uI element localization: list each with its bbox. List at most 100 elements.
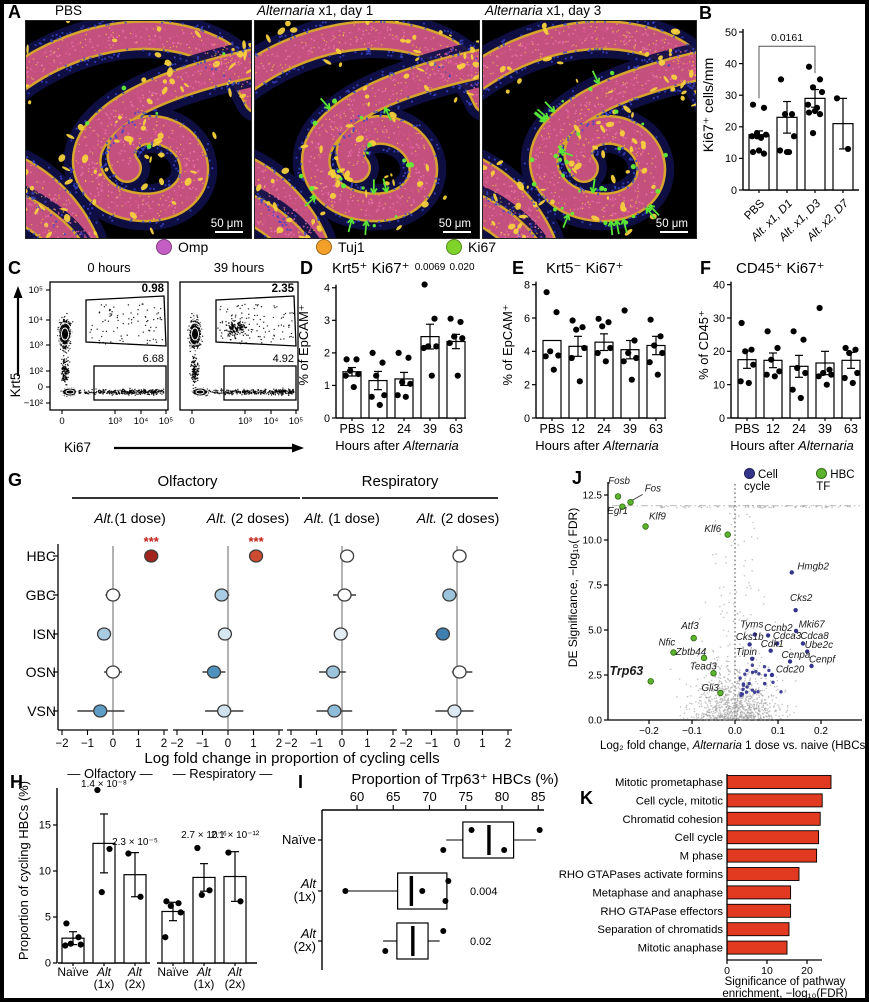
h-header-respiratory: Respiratory [160, 766, 285, 781]
panel-e-xlabel-italic: Alternaria [603, 438, 659, 453]
panel-d-label: D [300, 258, 313, 278]
subtitle-olf-1dose-italic: Alt. [94, 510, 115, 526]
tuj1-label: Tuj1 [338, 239, 365, 255]
micrograph-title-pbs: PBS [55, 3, 82, 18]
row-label-isn: ISN [32, 626, 56, 642]
cell-cycle-label: Cell cycle [744, 469, 778, 493]
panel-i-label: I [298, 772, 304, 792]
subtitle-resp-1dose-italic: Alt. [304, 510, 325, 526]
omp-label: Omp [178, 239, 209, 255]
scale-bar-day1-line [443, 231, 471, 233]
panel-d-xlabel-italic: Alternaria [403, 438, 459, 453]
panel-d-pvalue-63h: 0.020 [449, 262, 475, 273]
scale-bar-day3-line [660, 231, 688, 233]
panel-i-title: Proportion of Trp63⁺ HBCs (%) [351, 771, 559, 788]
i-row-label-naive: Naïve [282, 832, 316, 847]
cell-cycle-dot [744, 468, 755, 479]
micrograph-title-day1-text: x1, day 1 [314, 3, 374, 18]
omp-color-dot [156, 239, 172, 255]
panel-c-ylabel: Krt5 [8, 372, 23, 398]
svg-text:10³: 10³ [29, 340, 43, 351]
subtitle-resp-1dose: Alt. (1 dose) [282, 510, 402, 526]
ki67-label: Ki67 [468, 239, 497, 255]
micrograph-title-day3: Alternaria x1, day 3 [485, 3, 601, 18]
hbc-tf-label: HBC TF [816, 469, 855, 493]
panel-b-ylabel: Ki67⁺ cells/mm [700, 57, 716, 153]
subtitle-olf-2dose-italic: Alt. [206, 510, 227, 526]
svg-text:PBS: PBS [742, 197, 767, 222]
panel-c-label: C [8, 258, 21, 278]
hbc-tf-dot [816, 468, 828, 479]
panel-f-label: F [700, 258, 711, 278]
panel-j-ylabel: DE Significance, −log₁₀( FDR) [566, 507, 580, 668]
panel-d-xlabel: Hours after Alternaria [322, 438, 472, 453]
subtitle-resp-2dose-text: (2 doses) [436, 510, 500, 526]
micrograph-day3: 50 μm [482, 20, 697, 239]
row-label-gbc: GBC [25, 587, 56, 603]
legend-cell-cycle: Cell cycle [744, 468, 804, 493]
micrograph-title-pbs-text: PBS [55, 3, 83, 18]
svg-text:40: 40 [725, 58, 737, 70]
stain-legend-tuj1: Tuj1 [316, 239, 365, 255]
row-label-hbc: HBC [26, 548, 56, 564]
panel-d-title: Krt5⁺ Ki67⁺ [332, 260, 410, 277]
micrograph-pbs-image [26, 21, 251, 238]
svg-text:50: 50 [725, 27, 737, 39]
stain-legend-omp: Omp [156, 239, 208, 255]
panel-j-xlabel-prefix: Log₂ fold change, [600, 740, 693, 752]
svg-text:−10²: −10² [24, 398, 43, 409]
panel-j-xlabel: Log₂ fold change, Alternaria 1 dose vs. … [600, 740, 869, 752]
micrograph-day3-image [483, 21, 696, 238]
row-label-osn: OSN [25, 664, 56, 680]
micrograph-title-day3-text: x1, day 3 [542, 3, 602, 18]
panel-d-xlabel-prefix: Hours after [335, 438, 404, 453]
micrograph-pbs: 50 μm [25, 20, 252, 239]
panel-j-volcano: 0.02.55.07.510.012.5−0.2 −0.1 0.0 0.1 0.2Fos… [583, 476, 862, 737]
panel-c-xlabel: Ki67 [64, 440, 92, 455]
panel-d-ylabel: % of EpCAM⁺ [296, 304, 311, 386]
panel-h-ylabel: Proportion of cycling HBCs (%) [16, 780, 31, 961]
i-row-label-alt1x: Alt (1x) [272, 877, 316, 903]
scale-bar-pbs-text: 50 μm [210, 218, 243, 230]
row-label-vsn: VSN [27, 703, 56, 719]
panel-e-label: E [512, 258, 525, 278]
subtitle-olf-2dose: Alt. (2 doses) [188, 510, 308, 526]
micrograph-title-day1: Alternaria x1, day 1 [257, 3, 373, 18]
subtitle-resp-1dose-text: (1 dose) [324, 510, 380, 526]
i-row-label-alt1x-line1: Alt [300, 876, 316, 891]
group-header-respiratory: Respiratory [361, 473, 439, 490]
scale-bar-pbs: 50 μm [211, 218, 243, 233]
svg-text:0: 0 [731, 185, 737, 197]
panel-g-xlabel: Log fold change in proportion of cycling… [144, 750, 440, 767]
legend-hbc-tf: HBC TF [816, 468, 869, 493]
panel-f-xlabel: Hours after Alternaria [717, 438, 867, 453]
panel-g-chart: −2 −1 0 1 2***−2 −1 0 1 2***−2 −1 0 1 2 −2 −1 0 1 2 [53, 534, 512, 750]
panel-j-label: J [572, 468, 583, 488]
subtitle-olf-1dose-text: (1 dose) [114, 510, 166, 526]
subtitle-resp-2dose: Alt. (2 doses) [398, 510, 518, 526]
panel-j-xlabel-italic: Alternaria [692, 740, 742, 752]
svg-text:10: 10 [725, 153, 737, 165]
group-header-olfactory: Olfactory [157, 473, 218, 490]
panel-d-pvalue-39h: 0.0069 [414, 262, 446, 273]
panel-a-label: A [8, 2, 21, 22]
tuj1-color-dot [316, 239, 332, 255]
subtitle-olf-1dose: Alt.(1 dose) [70, 510, 190, 526]
stain-legend-ki67: Ki67 [446, 239, 496, 255]
panel-b-label: B [699, 3, 712, 23]
svg-text:20: 20 [725, 122, 737, 134]
panel-f-ylabel: % of CD45⁺ [696, 310, 711, 380]
respiratory-underline [302, 497, 498, 499]
panel-f-title: CD45⁺ Ki67⁺ [736, 260, 825, 277]
panel-e-ylabel: % of EpCAM⁺ [500, 304, 515, 386]
h-header-olfactory: Olfactory [55, 766, 165, 781]
panel-h-label: H [10, 772, 23, 792]
scale-bar-pbs-line [215, 231, 243, 233]
micrograph-day1: 50 μm [254, 20, 480, 239]
olfactory-underline [72, 497, 300, 499]
ki67-color-dot [446, 239, 462, 255]
